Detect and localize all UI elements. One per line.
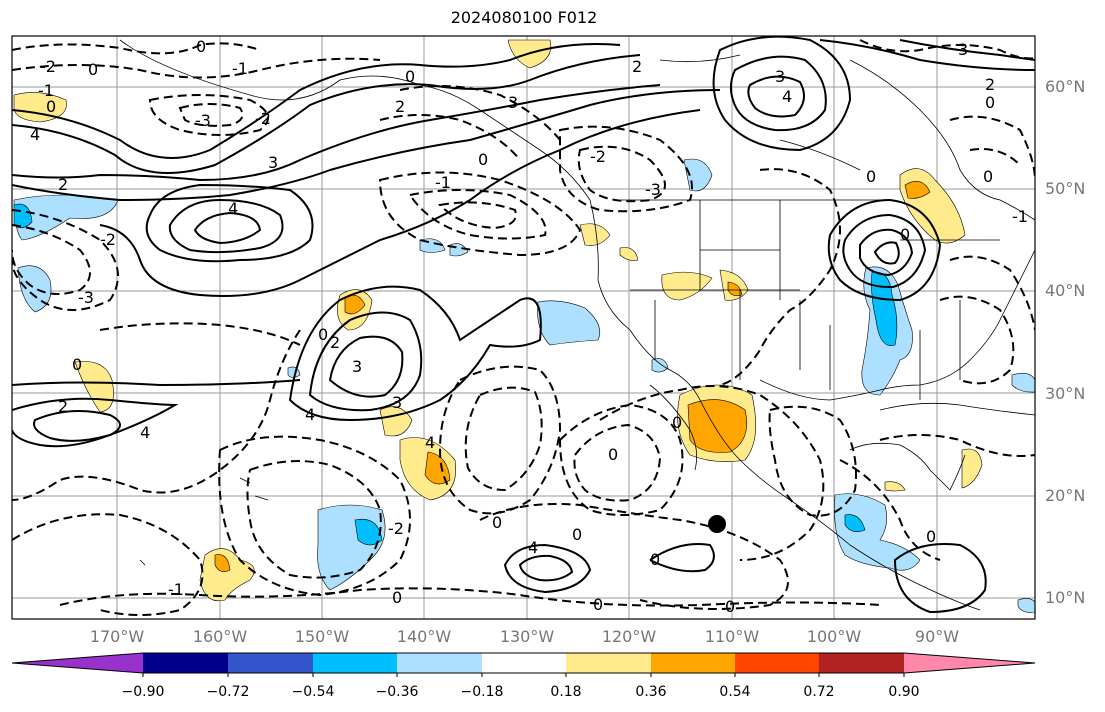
contour-label: 2 [985, 75, 995, 94]
colorbar-segment [397, 653, 482, 673]
contour-label: -2 [255, 109, 271, 128]
colorbar-segment [651, 653, 735, 673]
contour-label: 3 [268, 153, 278, 172]
colorbar-extend-high [904, 653, 1035, 673]
contour-label: 2 [632, 57, 642, 76]
contour-label: 3 [775, 67, 785, 86]
contour-lines [12, 36, 1035, 614]
contour-label: 0 [478, 150, 488, 169]
contour-label: -3 [645, 180, 661, 199]
contour-label: 0 [926, 527, 936, 546]
contour-label: 4 [140, 423, 150, 442]
contour-label: 0 [572, 525, 582, 544]
contour-label: 4 [305, 405, 315, 424]
contour-label: 0 [593, 595, 603, 614]
lon-label: 90°W [914, 627, 960, 646]
map-title: 2024080100 F012 [450, 8, 598, 27]
contour-label: 0 [392, 588, 402, 607]
colorbar-tick-label: 0.18 [550, 684, 582, 700]
lat-label: 20°N [1045, 486, 1086, 505]
colorbar-tick-label: 0.54 [719, 684, 751, 700]
colorbar-segment [482, 653, 566, 673]
lon-label: 160°W [192, 627, 248, 646]
contour-label: 0 [72, 355, 82, 374]
colorbar-extend-low [12, 653, 143, 673]
contour-label: 2 [330, 333, 340, 352]
colorbar-tick-label: −0.36 [375, 684, 419, 700]
colorbar-tick-label: −0.54 [291, 684, 335, 700]
contour-label: 0 [900, 225, 910, 244]
contour-label: 4 [30, 125, 40, 144]
contour-label: -1 [435, 173, 451, 192]
lat-label: 40°N [1045, 281, 1086, 300]
warm-anomaly-areas [13, 39, 983, 602]
contour-label: -3 [195, 111, 211, 130]
colorbar [11, 652, 1036, 677]
contour-label: 2 [395, 97, 405, 116]
coastlines [119, 39, 1035, 611]
colorbar-segment [819, 653, 904, 673]
lat-label: 10°N [1045, 588, 1086, 607]
colorbar-tick-label: 0.72 [803, 684, 835, 700]
contour-label: 0 [725, 597, 735, 616]
contour-label: 0 [88, 60, 98, 79]
contour-label: 0 [985, 93, 995, 112]
colorbar-tick-label: 0.36 [635, 684, 667, 700]
lat-label: 50°N [1045, 179, 1086, 198]
contour-label: 0 [866, 167, 876, 186]
contour-label: 3 [958, 40, 968, 59]
contour-label: 0 [46, 97, 56, 116]
colorbar-segment [228, 653, 313, 673]
contour-label: 2 [58, 175, 68, 194]
contour-label: 2 [58, 397, 68, 416]
colorbar-segment [735, 653, 819, 673]
contour-label: 0 [672, 413, 682, 432]
lon-label: 150°W [294, 627, 350, 646]
lon-label: 170°W [89, 627, 145, 646]
contour-label: 0 [608, 445, 618, 464]
contour-label: -2 [40, 57, 56, 76]
contour-label: -3 [78, 288, 94, 307]
contour-label: 0 [983, 167, 993, 186]
contour-label: 0 [196, 37, 206, 56]
contour-label: -1 [1012, 207, 1028, 226]
negative-contour-lines [12, 39, 1035, 616]
contour-label: 0 [492, 513, 502, 532]
map-frame [11, 35, 1036, 620]
contour-label: 0 [405, 67, 415, 86]
contour-label: -1 [232, 59, 248, 78]
colorbar-segment [143, 653, 228, 673]
contour-label: -1 [38, 81, 54, 100]
contour-label: 4 [425, 433, 435, 452]
contour-label: 3 [508, 93, 518, 112]
location-marker [708, 515, 726, 533]
colorbar-tick-label: −0.18 [460, 684, 504, 700]
lon-label: 140°W [396, 627, 452, 646]
lon-label: 120°W [601, 627, 657, 646]
contour-label: 4 [782, 87, 792, 106]
colorbar-tick-label: −0.72 [206, 684, 250, 700]
contour-label: 4 [228, 199, 238, 218]
contour-label: -2 [100, 230, 116, 249]
lon-label: 100°W [806, 627, 862, 646]
lon-label: 130°W [499, 627, 555, 646]
contour-label: -2 [388, 519, 404, 538]
contour-label: 0 [318, 325, 328, 344]
colorbar-segment [566, 653, 651, 673]
contour-label: 0 [650, 550, 660, 569]
colorbar-tick-label: −0.90 [121, 684, 165, 700]
colorbar-tick-label: 0.90 [888, 684, 920, 700]
contour-label: 3 [352, 357, 362, 376]
lon-label: 110°W [704, 627, 760, 646]
contour-label-group: 0 -1 4 2 -2 -3 4 3 2 0 3 -1 0 -2 -3 2 3 … [30, 37, 1028, 616]
contour-label: 3 [392, 393, 402, 412]
contour-label: -1 [168, 580, 184, 599]
lat-label: 60°N [1045, 77, 1086, 96]
contour-label: -2 [590, 147, 606, 166]
colorbar-segment [313, 653, 397, 673]
lat-label: 30°N [1045, 384, 1086, 403]
contour-label: 4 [528, 538, 538, 557]
